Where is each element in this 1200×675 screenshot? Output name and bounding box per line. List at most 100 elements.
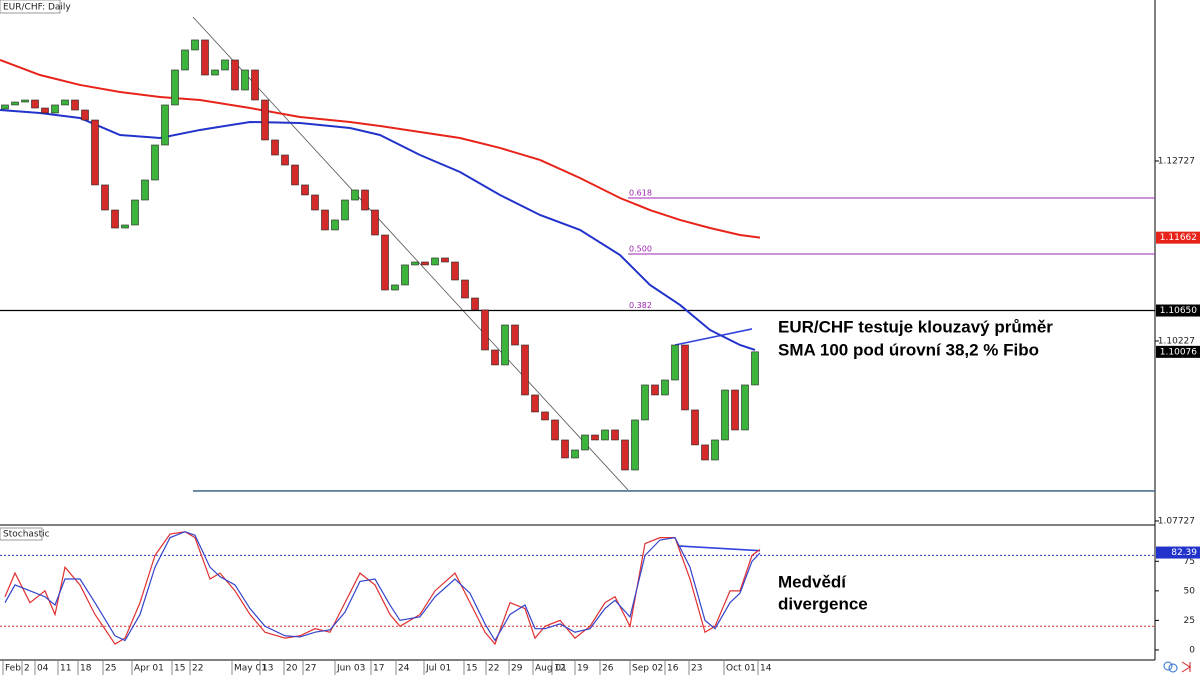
candle [261, 99, 269, 141]
candle [691, 409, 699, 446]
x-tick-label: 2 [24, 664, 30, 674]
candle [271, 139, 279, 156]
candle [531, 394, 539, 413]
x-tick-label: 29 [511, 664, 523, 674]
value-box [1156, 546, 1200, 559]
x-tick-label: 12 [554, 664, 565, 674]
y-tick-label: 75 [1184, 557, 1195, 567]
x-tick-label: 17 [373, 664, 384, 674]
candle [211, 69, 219, 76]
moving-average [0, 59, 761, 239]
candle [431, 257, 439, 266]
scroll-icon[interactable] [1181, 661, 1191, 673]
candle [121, 224, 129, 229]
candle [151, 144, 159, 181]
x-tick-label: 27 [305, 664, 316, 674]
candle [201, 39, 209, 76]
y-tick-label: 25 [1184, 616, 1195, 626]
x-tick-label: 15 [466, 664, 477, 674]
candle [631, 419, 639, 471]
x-tick-label: May 01 [234, 664, 267, 674]
candle [461, 279, 469, 299]
candle [61, 99, 69, 106]
x-tick-label: Sep 02 [632, 664, 663, 674]
x-tick-label: 16 [667, 664, 679, 674]
x-tick-label: 26 [602, 664, 614, 674]
x-tick-label: 22 [192, 664, 203, 674]
candle [281, 154, 289, 166]
candle [171, 69, 179, 106]
moving-average [0, 109, 756, 351]
candle [571, 449, 579, 459]
candle [241, 69, 249, 91]
chart-title: EUR/CHF: Daily [3, 3, 71, 13]
price-box-label: 1.10076 [1160, 347, 1197, 357]
y-tick-label: 1.07727 [1158, 516, 1195, 526]
candle [741, 384, 749, 431]
candle [341, 199, 349, 221]
link-icon[interactable] [1168, 663, 1178, 673]
candle [1, 104, 9, 110]
x-tick-label: Jun 03 [336, 664, 365, 674]
drawing-line [192, 16, 629, 491]
x-tick-label: Apr 01 [134, 664, 164, 674]
candle [251, 69, 259, 101]
candle [501, 324, 509, 366]
x-tick-label: Oct 01 [726, 664, 756, 674]
x-tick-label: 24 [398, 664, 410, 674]
candle [161, 104, 169, 146]
candle [41, 107, 49, 114]
x-tick-label: 18 [80, 664, 92, 674]
link-icon[interactable] [1163, 661, 1173, 671]
fib-label: 0.618 [629, 188, 652, 197]
candle [101, 184, 109, 211]
candle [411, 261, 419, 266]
x-tick-label: Aug 01 [535, 664, 567, 674]
candle [231, 59, 239, 91]
candle [641, 384, 649, 421]
candle [621, 439, 629, 471]
candle [131, 199, 139, 226]
candle [291, 164, 299, 186]
x-tick-label: 11 [60, 664, 71, 674]
toolbar-icons[interactable] [1163, 661, 1191, 673]
stochastic-title: Stochastic [3, 530, 50, 540]
candle [371, 209, 379, 236]
candle [751, 351, 759, 386]
x-tick-label: 25 [105, 664, 116, 674]
annotation: SMA 100 pod úrovní 38,2 % Fibo [778, 340, 1039, 359]
candle [561, 439, 569, 459]
candle [51, 104, 59, 114]
annotation: EUR/CHF testuje klouzavý průměr [778, 317, 1053, 336]
candle [721, 389, 729, 441]
price-box [1156, 345, 1200, 358]
candle [661, 379, 669, 396]
candle [331, 219, 339, 231]
price-box [1156, 231, 1200, 244]
candle [311, 194, 319, 211]
candle [651, 384, 659, 396]
stochastic-line [4, 531, 761, 642]
x-tick-label: 14 [760, 664, 772, 674]
candle [491, 349, 499, 366]
x-tick-label: Feb [5, 664, 21, 674]
candle [421, 261, 429, 266]
candle [351, 189, 359, 201]
candle [301, 184, 309, 196]
candle [21, 99, 29, 103]
y-tick-label: 50 [1184, 586, 1196, 596]
x-tick-label: 19 [577, 664, 589, 674]
fib-label: 0.382 [629, 301, 652, 310]
candle [671, 344, 679, 381]
x-tick-label: 15 [174, 664, 185, 674]
drawing-line [677, 545, 761, 552]
fib-label: 0.500 [629, 245, 652, 254]
candle [551, 419, 559, 441]
candle [481, 309, 489, 351]
x-tick-label: 04 [37, 664, 49, 674]
candle [511, 324, 519, 346]
x-tick-label: 13 [262, 664, 273, 674]
candle [141, 179, 149, 201]
candle [181, 49, 189, 71]
